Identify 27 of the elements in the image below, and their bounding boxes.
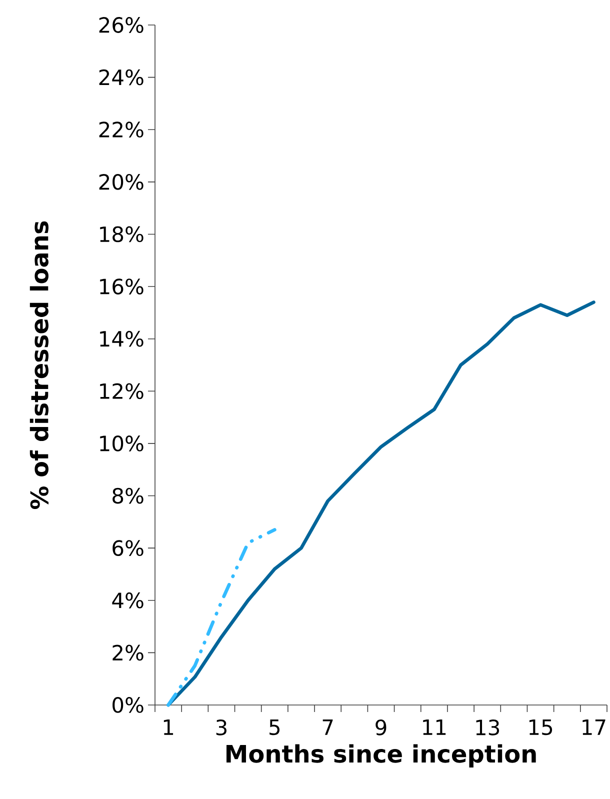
- y-tick-label: 24%: [99, 69, 144, 86]
- y-tick-label: 20%: [99, 174, 144, 190]
- y-tick-label: 14%: [100, 330, 144, 347]
- y-tick-label: 0%: [112, 697, 144, 713]
- y-tick-label: 6%: [112, 540, 144, 556]
- y-tick-label: 12%: [100, 383, 144, 400]
- y-tick-label: 4%: [112, 592, 144, 608]
- y-tick-label: 18%: [100, 226, 144, 242]
- y-axis-title: % of distressed loans: [30, 221, 48, 510]
- x-tick-label: 1: [164, 720, 173, 735]
- x-tick-label: 15: [529, 720, 552, 736]
- x-tick-label: 9: [375, 720, 386, 736]
- y-tick-label: 10%: [100, 436, 144, 452]
- x-tick-label: 5: [269, 720, 280, 736]
- y-tick-label: 26%: [99, 17, 144, 33]
- y-tick-label: 2%: [112, 644, 144, 661]
- line-series: [166, 300, 596, 707]
- y-tick-label: 22%: [99, 122, 144, 138]
- x-tick-label: 17: [582, 720, 606, 735]
- x-tick-label: 13: [476, 720, 499, 736]
- x-tick-label: 11: [422, 720, 446, 735]
- line-series: [166, 528, 276, 707]
- y-tick-label: 8%: [112, 488, 144, 504]
- x-axis-title: Months since inception: [226, 744, 536, 768]
- x-tick-label: 3: [216, 720, 226, 736]
- x-tick-label: 7: [322, 720, 333, 735]
- y-tick-label: 16%: [100, 278, 144, 294]
